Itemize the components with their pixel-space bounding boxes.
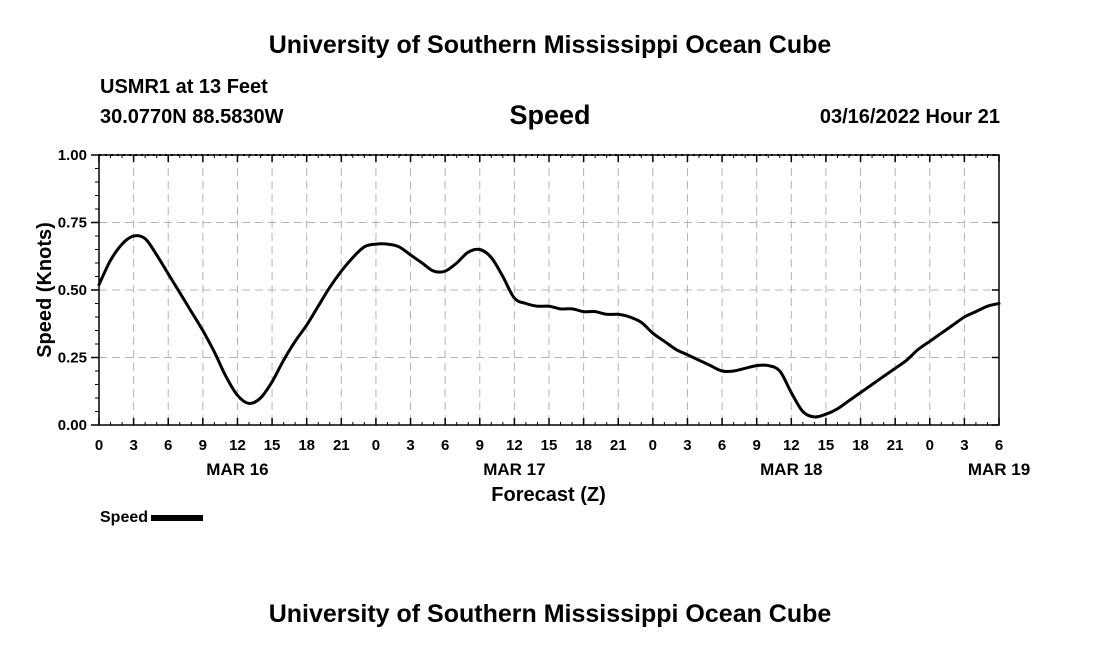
timestamp-label: 03/16/2022 Hour 21 [819, 106, 1000, 128]
x-tick-label: 0 [95, 437, 103, 454]
speed-series-line [97, 234, 1001, 419]
x-tick-label: 6 [995, 437, 1003, 454]
x-tick-label: 12 [229, 437, 246, 454]
x-tick-label: 6 [164, 437, 172, 454]
page-title: University of Southern Mississippi Ocean… [268, 31, 832, 59]
axis-ticks [91, 154, 1000, 426]
x-tick-label: 15 [541, 437, 558, 454]
x-tick-label: 9 [753, 437, 761, 454]
x-tick-label: 12 [506, 437, 523, 454]
x-tick-label: 3 [129, 437, 137, 454]
x-tick-label: 9 [476, 437, 484, 454]
x-tick-label: 21 [333, 437, 350, 454]
x-tick-label: 12 [783, 437, 800, 454]
legend-label: Speed [100, 509, 149, 526]
date-label: MAR 18 [760, 460, 822, 479]
y-tick-label: 0.50 [58, 282, 87, 299]
x-tick-label: 15 [264, 437, 281, 454]
grid-lines [99, 154, 999, 425]
x-tick-label: 6 [441, 437, 449, 454]
footer-title: University of Southern Mississippi Ocean… [268, 600, 832, 628]
x-tick-label: 6 [718, 437, 726, 454]
x-tick-label: 0 [926, 437, 934, 454]
y-tick-label: 0.25 [58, 350, 87, 367]
y-tick-label: 0.00 [58, 417, 87, 434]
x-tick-label: 18 [852, 437, 869, 454]
x-tick-label: 21 [610, 437, 627, 454]
date-label: MAR 17 [483, 460, 545, 479]
legend: Speed [100, 509, 204, 527]
coordinates-label: 30.0770N 88.5830W [100, 106, 284, 128]
x-tick-label: 3 [406, 437, 414, 454]
x-tick-label: 18 [575, 437, 592, 454]
x-tick-label: 3 [960, 437, 968, 454]
y-tick-label: 0.75 [58, 215, 87, 232]
legend-swatch [151, 515, 204, 521]
station-label: USMR1 at 13 Feet [100, 76, 268, 98]
y-axis-label: Speed (Knots) [34, 222, 56, 358]
date-label: MAR 16 [206, 460, 268, 479]
x-axis-label: Forecast (Z) [491, 484, 605, 506]
x-tick-label: 21 [887, 437, 904, 454]
x-tick-label: 18 [298, 437, 315, 454]
x-tick-label: 9 [199, 437, 207, 454]
x-tick-label: 0 [649, 437, 657, 454]
x-tick-label: 3 [683, 437, 691, 454]
y-tick-label: 1.00 [58, 147, 87, 164]
x-tick-labels: 0 3 6 9 12 15 18 21 0 3 6 9 12 15 18 21 0 3 6 9 12 15 18 21 0 3 6 [95, 437, 1003, 454]
date-label: MAR 19 [968, 460, 1030, 479]
chart-title: Speed [509, 100, 591, 130]
y-tick-labels: 0.00 0.25 0.50 0.75 1.00 [58, 147, 87, 434]
x-tick-label: 15 [818, 437, 835, 454]
x-tick-label: 0 [372, 437, 380, 454]
date-labels: MAR 16 MAR 17 MAR 18 MAR 19 [206, 460, 1030, 479]
